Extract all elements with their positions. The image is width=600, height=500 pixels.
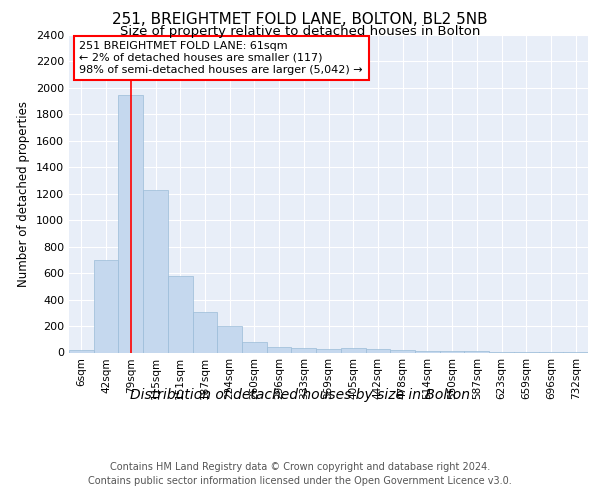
Bar <box>316 348 341 352</box>
Text: 251, BREIGHTMET FOLD LANE, BOLTON, BL2 5NB: 251, BREIGHTMET FOLD LANE, BOLTON, BL2 5… <box>112 12 488 28</box>
Text: Contains public sector information licensed under the Open Government Licence v3: Contains public sector information licen… <box>88 476 512 486</box>
Text: Size of property relative to detached houses in Bolton: Size of property relative to detached ho… <box>120 25 480 38</box>
Text: Distribution of detached houses by size in Bolton: Distribution of detached houses by size … <box>130 388 470 402</box>
Y-axis label: Number of detached properties: Number of detached properties <box>17 101 31 287</box>
Bar <box>415 351 440 352</box>
Bar <box>242 342 267 352</box>
Bar <box>267 346 292 352</box>
Bar <box>143 190 168 352</box>
Bar <box>365 349 390 352</box>
Bar <box>390 350 415 352</box>
Bar <box>69 350 94 352</box>
Bar <box>118 94 143 352</box>
Bar <box>193 312 217 352</box>
Bar <box>440 351 464 352</box>
Bar <box>94 260 118 352</box>
Text: Contains HM Land Registry data © Crown copyright and database right 2024.: Contains HM Land Registry data © Crown c… <box>110 462 490 472</box>
Bar <box>341 348 365 352</box>
Bar <box>168 276 193 352</box>
Bar <box>292 348 316 352</box>
Bar <box>464 351 489 352</box>
Text: 251 BREIGHTMET FOLD LANE: 61sqm
← 2% of detached houses are smaller (117)
98% of: 251 BREIGHTMET FOLD LANE: 61sqm ← 2% of … <box>79 42 363 74</box>
Bar <box>217 326 242 352</box>
